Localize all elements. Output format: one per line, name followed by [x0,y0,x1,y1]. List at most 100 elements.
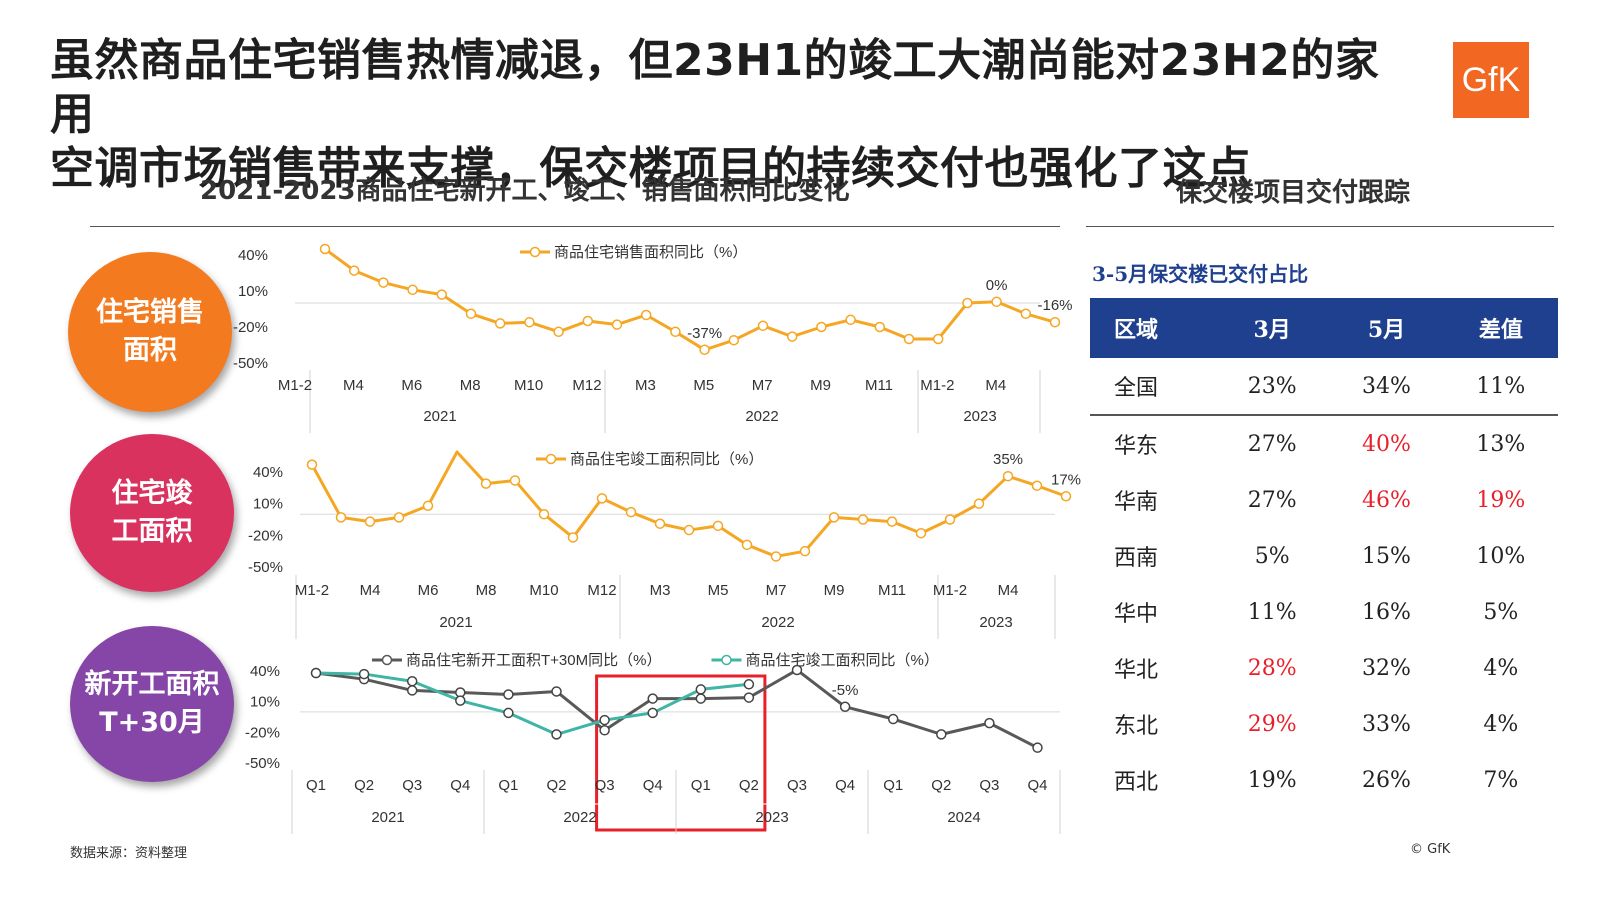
data-point [695,684,707,695]
x-tick-label: M4 [998,582,1019,599]
data-point [553,326,564,338]
table-row: 华东 27% 40% 13% [1090,415,1558,472]
x-tick-label: M4 [360,582,381,599]
table-header-cell: 3月 [1215,298,1330,358]
x-tick-label: M12 [587,582,616,599]
data-point [816,321,827,333]
y-tick-label: -50% [248,559,283,576]
data-point [1032,742,1043,753]
x-tick-label: M3 [650,582,671,599]
data-point [480,478,492,489]
y-tick-label: -50% [233,355,268,372]
table-row: 西南 5% 15% 10% [1090,528,1558,584]
x-tick-label: M3 [635,377,656,394]
table-row: 华南 27% 46% 19% [1090,472,1558,528]
x-tick-label: M6 [418,582,439,599]
data-point [503,689,514,700]
x-tick-label: Q3 [979,777,999,794]
x-tick-label: M1-2 [933,582,967,599]
data-point [538,508,550,520]
data-point [625,506,637,518]
y-tick-label: -20% [233,319,268,336]
value-cell: 7% [1483,767,1519,793]
year-label: 2021 [423,408,456,425]
table-row: 全国 23% 34% 11% [1090,358,1558,416]
data-point [839,701,851,713]
x-tick-label: M9 [810,377,831,394]
year-label: 2024 [947,809,980,826]
x-tick-label: Q2 [931,777,951,794]
data-point [599,714,610,726]
data-point [741,539,753,551]
x-tick-label: Q1 [498,777,518,794]
circle-sales-area: 住宅销售 面积 [68,252,232,412]
data-point [828,512,840,523]
data-label: 35% [993,451,1023,468]
value-cell: 11% [1443,358,1558,416]
data-point [582,315,594,327]
data-point [358,673,370,685]
data-point [611,319,623,330]
data-point [364,516,376,527]
x-tick-label: M6 [401,377,422,394]
data-point [932,333,944,345]
data-point [1031,480,1043,491]
data-point [393,512,405,523]
data-point [743,679,755,690]
value-cell: 19% [1476,487,1526,513]
year-label: 2021 [439,614,472,631]
data-point [524,316,535,328]
legend-marker [721,654,732,666]
x-tick-label: Q1 [306,777,326,794]
data-point [695,693,707,704]
data-point [599,725,610,736]
x-tick-label: Q1 [883,777,903,794]
circle-new-start-area: 新开工面积 T+30月 [70,626,234,782]
year-label: 2022 [745,408,778,425]
data-point [799,545,811,557]
region-cell: 华东 [1114,434,1159,459]
x-tick-label: M4 [343,377,364,394]
y-tick-label: 40% [250,663,280,680]
left-divider [90,226,1060,227]
value-cell: 19% [1247,767,1297,793]
y-tick-label: -50% [245,755,280,772]
value-cell: 15% [1362,543,1411,569]
data-point [319,243,331,255]
x-tick-label: M10 [514,377,543,394]
x-tick-label: M9 [824,582,845,599]
x-tick-label: M11 [878,582,906,599]
legend-marker [545,453,557,465]
y-tick-label: -20% [248,527,283,544]
data-label: -16% [1037,297,1072,314]
delivery-table-title: 3-5月保交楼已交付占比 [1092,262,1309,286]
table-header-row: 区域 3月 5月 差值 [1090,298,1558,358]
circle-completion-area: 住宅竣 工面积 [70,434,234,592]
value-cell: 16% [1362,599,1411,625]
data-point [857,514,869,525]
data-point [455,687,466,698]
x-tick-label: Q3 [595,777,615,794]
series-line [310,450,1068,558]
data-point [406,685,418,696]
x-tick-label: Q4 [1027,777,1047,794]
page-title-line-1: 虽然商品住宅销售热情减退，但23H1的竣工大潮尚能对23H2的家用 [50,35,1380,140]
data-point [640,309,652,321]
region-cell: 华北 [1114,658,1159,683]
region-cell: 东北 [1114,714,1159,739]
data-point [915,527,927,539]
x-tick-label: M11 [865,377,893,394]
table-header-cell: 5月 [1329,298,1444,358]
value-cell: 29% [1247,711,1297,737]
x-tick-label: Q4 [835,777,855,794]
data-point [984,717,995,729]
data-point [358,668,370,680]
value-cell: 13% [1476,431,1526,457]
x-tick-label: M1-2 [278,377,312,394]
data-point [944,514,956,525]
value-cell: 23% [1215,358,1330,416]
data-point [551,686,562,697]
table-header-cell: 差值 [1443,298,1558,358]
data-point [310,667,322,679]
data-label: -37% [687,325,722,342]
